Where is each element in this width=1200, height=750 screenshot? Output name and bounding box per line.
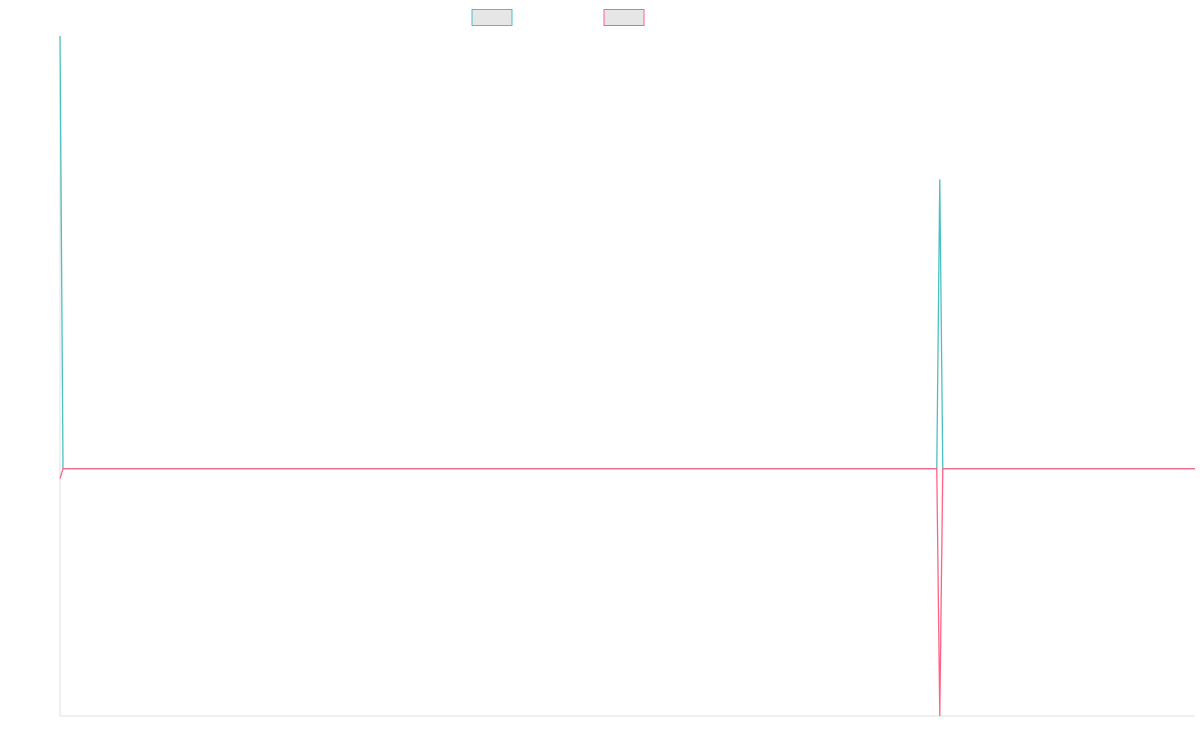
legend-swatch — [471, 9, 513, 26]
series-line — [59, 35, 1195, 470]
legend-swatch — [603, 9, 645, 26]
series-line — [59, 468, 1195, 717]
